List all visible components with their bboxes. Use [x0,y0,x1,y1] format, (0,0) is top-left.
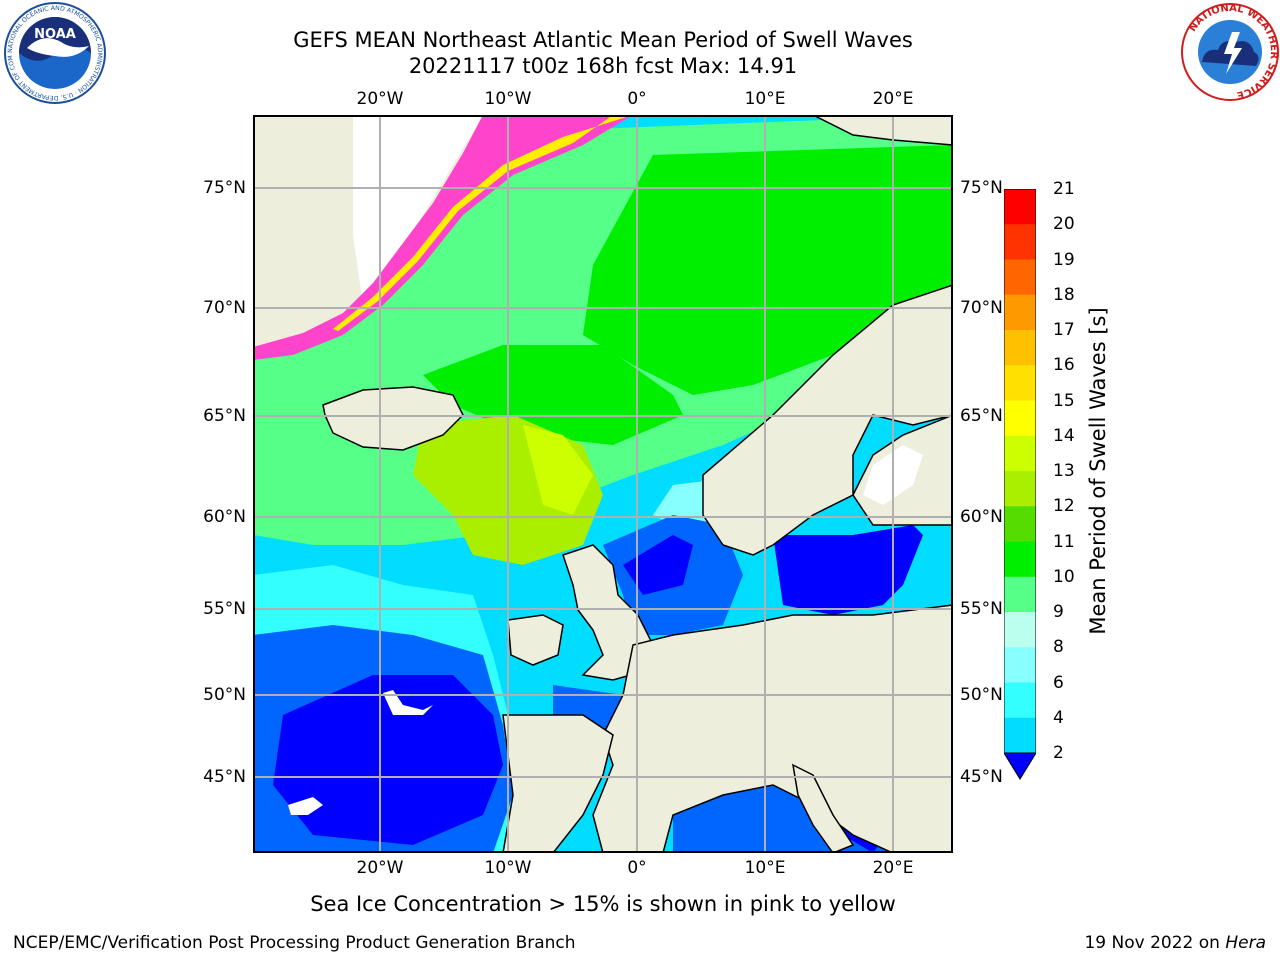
svalbard-land [812,115,953,146]
colorbar-segment [1004,717,1036,754]
lat-label-left: 45°N [203,767,246,787]
colorbar-tick-label: 19 [1053,249,1075,270]
baltic-sea [773,525,923,615]
colorbar-tick-label: 16 [1053,355,1075,376]
lat-label-left: 50°N [203,685,246,705]
colorbar-tick-label: 14 [1053,425,1075,446]
lat-label-right: 50°N [960,685,1003,705]
footer-credit: NCEP/EMC/Verification Post Processing Pr… [13,933,576,953]
iberia-land [502,714,614,853]
colorbar-segment [1004,471,1036,507]
colorbar-segment [1004,541,1036,578]
map-title: GEFS MEAN Northeast Atlantic Mean Period… [293,28,913,52]
colorbar-tick-label: 20 [1053,214,1075,235]
lat-label-left: 75°N [203,178,246,198]
swell-zone-below-2 [273,675,503,845]
lat-label-right: 65°N [960,406,1003,426]
lon-label-bottom: 10°E [744,858,786,878]
colorbar-tick-label: 12 [1053,496,1075,517]
swell-period-map [253,115,953,853]
lat-label-left: 60°N [203,507,246,527]
colorbar-tick-label: 13 [1053,461,1075,481]
lon-label-top: 0° [627,89,647,109]
colorbar-tick-label: 21 [1053,179,1075,199]
ice-free-patch [288,797,323,815]
colorbar-tick-label: 11 [1053,531,1075,552]
colorbar-tick-label: 2 [1053,743,1064,763]
colorbar-segment [1004,400,1036,437]
colorbar-segment [1004,330,1036,366]
lat-label-right: 75°N [960,178,1003,198]
colorbar-segment [1004,506,1036,542]
ice-free-patch [383,690,433,715]
lon-label-top: 20°E [872,89,914,109]
nws-logo: NATIONAL WEATHER SERVICE [1180,2,1280,106]
map-subtitle: 20221117 t00z 168h fcst Max: 14.91 [408,54,798,78]
lat-label-right: 70°N [960,298,1003,318]
colorbar-extend-triangle [1003,752,1037,780]
lat-label-left: 55°N [203,599,246,619]
graticule [253,115,953,853]
colorbar [1003,188,1037,785]
sea-ice-edge [253,115,633,360]
colorbar-tick-label: 10 [1053,566,1075,587]
colorbar-segment [1004,365,1036,401]
italy-land [792,763,855,853]
footer-date: 19 Nov 2022 on Hera [1084,933,1266,953]
colorbar-tick-label: 15 [1053,390,1075,411]
colorbar-segment [1004,682,1036,719]
swell-zone-west-9 [253,360,373,475]
colorbar-segment [1004,435,1036,472]
greenland-ice-sheet [353,115,483,305]
colorbar-segment [1004,189,1036,225]
lon-label-top: 10°E [744,89,786,109]
continental-europe-land [592,604,953,853]
colorbar-segment [1004,576,1036,613]
ireland-land [507,614,564,666]
colorbar-tick-label: 6 [1053,672,1064,693]
sea-ice-margin [333,115,633,331]
lat-label-left: 65°N [203,406,246,426]
footer-host: Hera [1225,933,1266,953]
colorbar-tick-label: 8 [1053,637,1064,658]
colorbar-label: Mean Period of Swell Waves [s] [1086,307,1110,635]
lon-label-bottom: 20°E [872,858,914,878]
lat-label-right: 55°N [960,599,1003,619]
lon-label-top: 10°W [484,89,532,109]
sea-ice-note: Sea Ice Concentration > 15% is shown in … [310,892,896,916]
colorbar-tick-label: 17 [1053,320,1075,340]
colorbar-segment [1004,647,1036,683]
svg-text:NOAA: NOAA [34,27,76,42]
iceland-land [322,386,464,451]
noaa-logo: NATIONAL OCEANIC AND ATMOSPHERIC ADMINIS… [0,0,107,108]
swell-zone-13-14 [523,425,593,515]
colorbar-tick-label: 9 [1053,602,1064,622]
north-sea-deep-zone [623,535,693,595]
colorbar-segment [1004,612,1036,648]
colorbar-tick-label: 18 [1053,284,1075,305]
colorbar-segment [1004,259,1036,296]
lat-label-right: 60°N [960,507,1003,527]
lon-label-bottom: 10°W [484,858,532,878]
footer-date-text: 19 Nov 2022 on [1084,933,1226,953]
colorbar-segment [1004,294,1036,331]
lon-label-bottom: 20°W [356,858,404,878]
colorbar-segment [1004,224,1036,260]
lat-label-right: 45°N [960,767,1003,787]
lon-label-bottom: 0° [627,858,647,878]
lat-label-left: 70°N [203,298,246,318]
lon-label-top: 20°W [356,89,404,109]
colorbar-tick-label: 4 [1053,707,1064,728]
map-border [253,115,953,853]
